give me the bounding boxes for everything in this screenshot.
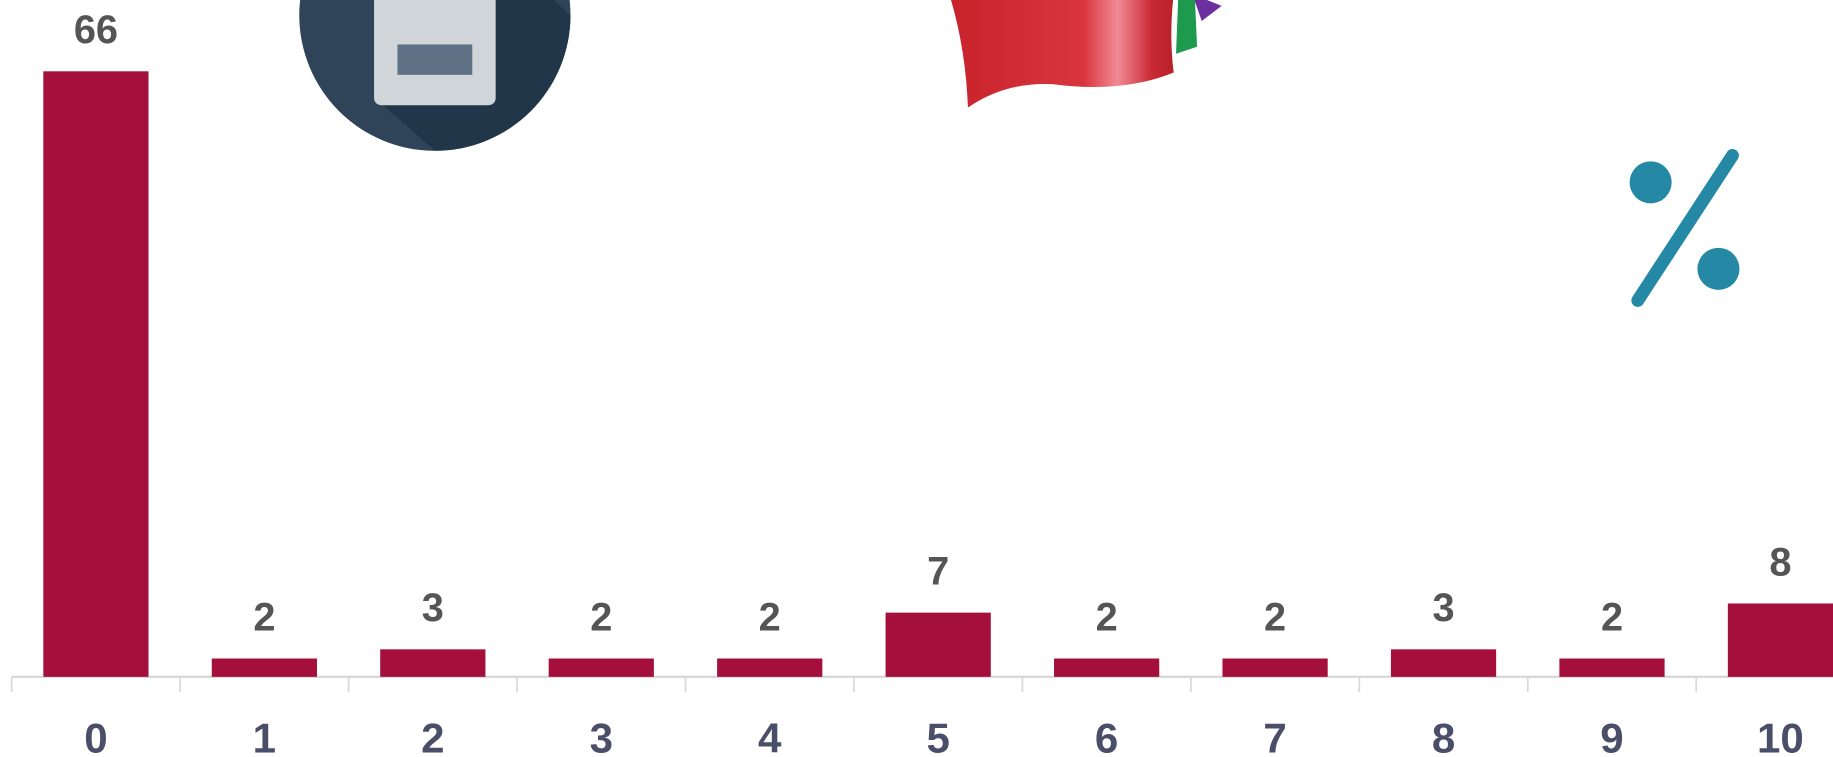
value-label: 8: [1769, 540, 1791, 584]
bar: [1727, 603, 1833, 677]
x-tick-label: 3: [590, 714, 613, 757]
bar: [43, 71, 149, 677]
x-tick-label: 2: [421, 714, 444, 757]
value-label: 2: [1601, 595, 1623, 639]
x-tick-label: 9: [1600, 714, 1623, 757]
bar: [1054, 658, 1160, 677]
bar: [1222, 658, 1328, 677]
x-tick-label: 5: [926, 714, 949, 757]
value-label: 2: [1096, 595, 1118, 639]
value-label: 3: [1432, 586, 1454, 630]
x-tick-label: 7: [1263, 714, 1286, 757]
value-label: 2: [1264, 595, 1286, 639]
bar: [548, 658, 654, 677]
card-icon: [299, 0, 571, 151]
value-label: 7: [927, 550, 949, 594]
x-tick-label: 8: [1432, 714, 1455, 757]
x-tick-label: 10: [1757, 714, 1804, 757]
x-tick-label: 0: [84, 714, 107, 757]
percent-icon: [1629, 149, 1740, 307]
bar: [885, 612, 991, 677]
bar: [380, 649, 486, 677]
bar: [717, 658, 823, 677]
value-label: 2: [590, 595, 612, 639]
bar: [1559, 658, 1665, 677]
x-tick-label: 6: [1095, 714, 1118, 757]
x-tick-label: 4: [758, 714, 782, 757]
bar: [1390, 649, 1497, 677]
flag-icon: [950, 0, 1222, 108]
value-label: 2: [253, 595, 275, 639]
chart-area: 66 0 2 1 3 2 2 3 2 4 7 5 2 6 2 7 3 8 2 9 8 10: [10, 0, 1833, 757]
value-label: 66: [74, 8, 118, 52]
bar: [211, 658, 317, 677]
value-label: 3: [422, 586, 444, 630]
x-tick-label: 1: [253, 714, 276, 757]
value-label: 2: [759, 595, 781, 639]
